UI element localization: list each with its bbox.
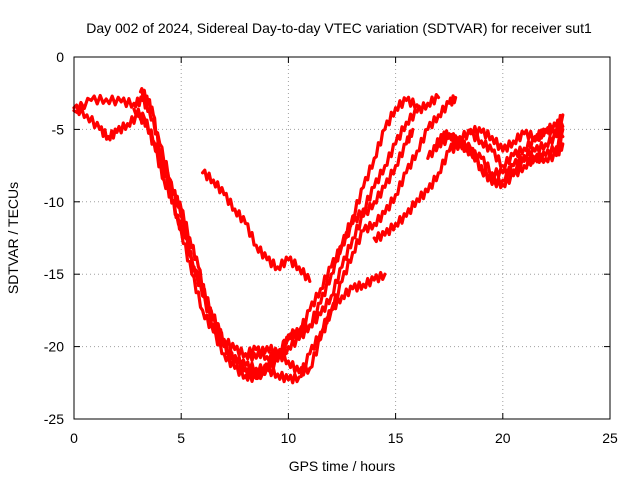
series-trace-5 [243, 94, 458, 377]
series-trace-10 [447, 140, 565, 190]
series-trace-7 [372, 113, 565, 244]
y-tick-label: -5 [52, 121, 65, 137]
series-trace-4 [138, 87, 441, 381]
series-trace-3 [132, 107, 415, 364]
y-tick-label: 0 [56, 49, 64, 65]
series-group [72, 87, 565, 385]
series-trace-2 [72, 95, 419, 383]
y-axis-label: SDTVAR / TECUs [5, 182, 21, 294]
series-trace-9 [432, 129, 565, 179]
x-tick-label: 20 [495, 430, 511, 446]
y-tick-label: -25 [44, 411, 64, 427]
x-tick-label: 5 [177, 430, 185, 446]
ticks: 0 5 10 15 20 25 0 -5 -10 -15 -20 -25 [44, 49, 618, 446]
y-tick-label: -15 [44, 266, 64, 282]
series-trace-6 [201, 168, 312, 283]
x-tick-label: 10 [281, 430, 297, 446]
x-axis-label: GPS time / hours [289, 458, 396, 474]
chart-title: Day 002 of 2024, Sidereal Day-to-day VTE… [86, 20, 592, 36]
x-tick-label: 0 [70, 430, 78, 446]
y-tick-label: -20 [44, 339, 64, 355]
y-tick-label: -10 [44, 194, 64, 210]
x-tick-label: 25 [602, 430, 618, 446]
series-trace-11 [469, 121, 565, 153]
plot-frame [73, 56, 611, 420]
x-tick-label: 15 [388, 430, 404, 446]
